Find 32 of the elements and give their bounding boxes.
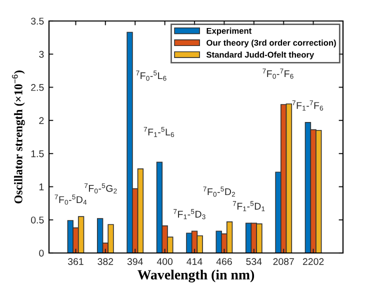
annotation: $^{7}$F$_{1}$-$^{5}$D$_{1}$ [232,201,265,212]
legend-label: Experiment [206,28,252,36]
y-tick-label: 1 [39,184,44,190]
x-tick-label: 394 [127,258,143,265]
x-tick-label: 2202 [302,258,324,265]
y-tick-label: 0 [39,250,44,257]
y-tick-label: 0.5 [31,216,44,224]
annotation: $^{7}$F$_{0}$-$^{5}$L$_{6}$ [136,70,166,81]
y-tick-label: 2 [39,117,44,124]
y-tick-label: 3.5 [30,18,44,25]
y-tick-label: 3 [39,50,44,58]
x-tick-label: 534 [246,258,262,265]
x-tick-label: 466 [216,258,232,265]
bar [96,218,104,253]
annotation: $^{7}$F$_{0}$-$^{5}$G$_{2}$ [84,183,117,194]
x-tick-label: 361 [68,258,84,265]
y-tick-label: 2.5 [31,84,44,91]
x-tick-label: 382 [98,258,114,265]
legend-label: Our theory (3rd order correction) [206,40,336,48]
legend-label: Standard Judd-Ofelt theory [206,52,314,60]
x-tick-label: 400 [156,258,173,265]
annotation: $^{7}$F$_{0}$-$^{7}$F$_{6}$ [262,68,294,79]
y-axis-title: Oscillator strength (×10$^{−6}$) [12,70,25,204]
annotation: $^{7}$F$_{1}$-$^{7}$F$_{6}$ [292,100,324,111]
annotation: $^{7}$F$_{0}$-$^{5}$D$_{2}$ [203,186,235,197]
x-tick-label: 414 [186,258,202,265]
annotation: $^{7}$F$_{1}$-$^{5}$L$_{6}$ [144,126,174,138]
x-axis-title: Wavelength (in nm) [138,270,254,282]
annotation: $^{7}$F$_{0}$-$^{5}$D$_{4}$ [54,194,87,205]
y-tick-label: 1.5 [31,150,44,158]
x-tick-label: 2087 [273,258,294,265]
annotation: $^{7}$F$_{1}$-$^{5}$D$_{3}$ [174,209,206,220]
